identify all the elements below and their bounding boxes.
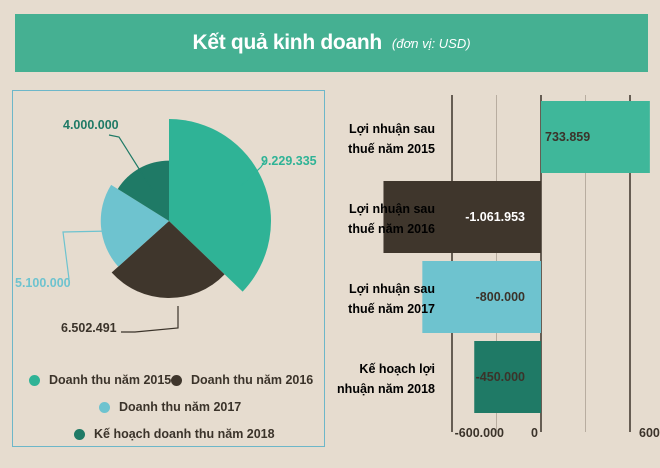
legend-item-2015: Doanh thu năm 2015 — [29, 373, 171, 387]
legend-label-2018: Kế hoạch doanh thu năm 2018 — [94, 427, 275, 441]
pie-chart-panel: 9.229.335 6.502.491 5.100.000 4.000.000 Doa… — [12, 90, 325, 447]
x-tick-label-0: -600.000 — [455, 426, 504, 440]
legend-label-2015: Doanh thu năm 2015 — [49, 373, 172, 387]
legend-dot-2018 — [74, 428, 85, 440]
category-label-3-line-0: Kế hoạch lợi — [359, 362, 435, 376]
bar-3 — [474, 341, 541, 413]
category-label-1-line-1: thuế năm 2016 — [348, 222, 435, 236]
category-label-0-line-1: thuế năm 2015 — [348, 142, 435, 156]
legend-item-2017: Doanh thu năm 2017 — [99, 400, 241, 414]
pie-leader-2016 — [121, 306, 179, 333]
category-label-0-line-0: Lợi nhuận sau — [349, 122, 435, 136]
legend-dot-2017 — [99, 401, 110, 413]
pie-value-label-2015: 9.229.335 — [261, 154, 317, 168]
pie-value-label-2016: 6.502.491 — [61, 321, 117, 335]
unit-label: (đơn vị: USD) — [391, 35, 471, 51]
pie-slice-2015 — [169, 119, 272, 292]
pie-chart: 9.229.335 6.502.491 5.100.000 4.000.000 — [15, 118, 317, 335]
bar-value-label-3: -450.000 — [476, 370, 525, 384]
pie-slice-2016 — [111, 221, 225, 299]
bar-0 — [541, 101, 650, 173]
page-title: Kết quả kinh doanh — [192, 31, 382, 54]
pie-slice-2017 — [100, 184, 169, 267]
bar-value-label-1: -1.061.953 — [465, 210, 525, 224]
legend-dot-2016 — [171, 374, 182, 386]
category-label-2-line-0: Lợi nhuận sau — [349, 282, 435, 296]
pie-slice-2018 — [117, 160, 169, 221]
x-tick-label-2: 600.000 — [639, 426, 660, 440]
bar-2 — [422, 261, 541, 333]
legend-item-2018: Kế hoạch doanh thu năm 2018 — [74, 427, 275, 441]
legend-label-2017: Doanh thu năm 2017 — [119, 400, 242, 414]
pie-value-label-2018: 4.000.000 — [63, 118, 119, 132]
category-label-1-line-0: Lợi nhuận sau — [349, 202, 435, 216]
pie-leader-2018 — [108, 134, 154, 192]
pie-leader-2017 — [62, 230, 112, 280]
legend-label-2016: Doanh thu năm 2016 — [191, 373, 314, 387]
legend-dot-2015 — [29, 374, 40, 386]
legend-item-2016: Doanh thu năm 2016 — [171, 373, 313, 387]
category-label-2-line-1: thuế năm 2017 — [348, 302, 435, 316]
pie-value-label-2017: 5.100.000 — [15, 276, 71, 290]
pie-leader-2015 — [240, 160, 266, 187]
x-tick-label-1: 0 — [531, 426, 538, 440]
category-label-3-line-1: nhuận năm 2018 — [337, 382, 435, 396]
bar-1 — [383, 181, 541, 253]
title-banner: Kết quả kinh doanh (đơn vị: USD) — [15, 14, 648, 72]
bar-value-label-2: -800.000 — [476, 290, 525, 304]
bar-value-label-0: 733.859 — [545, 130, 590, 144]
